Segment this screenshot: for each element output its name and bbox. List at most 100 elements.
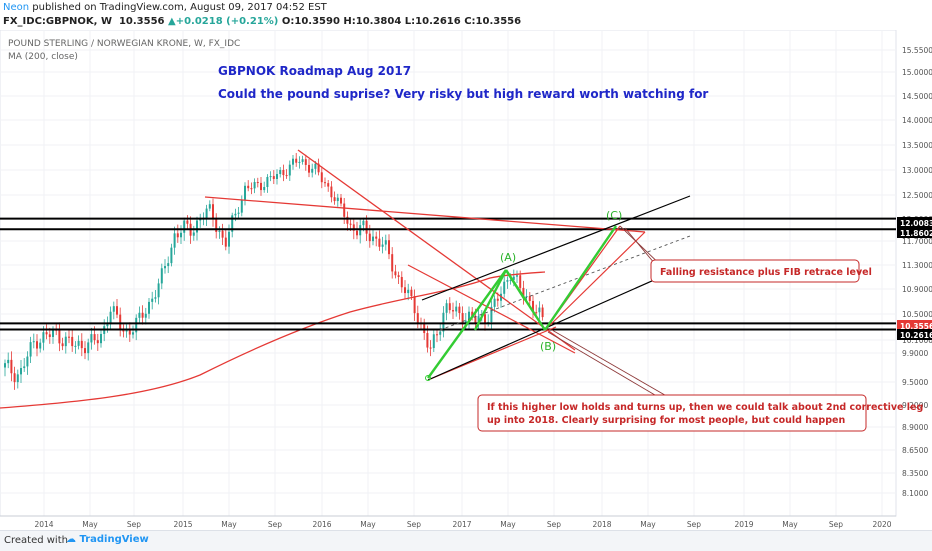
callout-corrective-line2: up into 2018. Clearly surprising for mos… bbox=[487, 415, 845, 426]
candle-body bbox=[506, 280, 508, 282]
candle-body bbox=[401, 277, 403, 287]
x-tick-label: May bbox=[82, 520, 98, 529]
candle-body bbox=[282, 170, 284, 175]
candle-body bbox=[94, 334, 96, 340]
candle-body bbox=[452, 310, 454, 311]
candle-body bbox=[324, 182, 326, 183]
candle-body bbox=[78, 341, 80, 346]
candle-body bbox=[295, 159, 297, 163]
candle-body bbox=[71, 337, 73, 346]
y-tick-label: 13.5000 bbox=[902, 141, 932, 150]
price-label: 10.2616 bbox=[897, 329, 932, 340]
x-tick-label: 2020 bbox=[872, 520, 891, 529]
wave-label-b: (B) bbox=[540, 340, 556, 353]
callout-fib-text: Falling resistance plus FIB retrace leve… bbox=[660, 267, 872, 278]
low-value: L:10.2616 bbox=[405, 16, 461, 27]
candle-body bbox=[97, 340, 99, 343]
instrument-legend: POUND STERLING / NORWEGIAN KRONE, W, FX_… bbox=[8, 39, 240, 49]
candle-body bbox=[167, 263, 169, 266]
candle-body bbox=[535, 312, 537, 313]
candle-body bbox=[529, 296, 531, 301]
candle-body bbox=[542, 308, 544, 318]
candle-body bbox=[289, 165, 291, 176]
callout-fib[interactable]: Falling resistance plus FIB retrace leve… bbox=[651, 260, 872, 282]
candle-body bbox=[74, 346, 76, 347]
candle-body bbox=[378, 239, 380, 247]
candle-body bbox=[62, 343, 64, 346]
candle-body bbox=[305, 159, 307, 165]
candle-body bbox=[257, 182, 259, 183]
candle-body bbox=[516, 275, 518, 276]
candle-body bbox=[417, 313, 419, 323]
candle-body bbox=[273, 176, 275, 179]
candle-body bbox=[129, 330, 131, 335]
publish-header: Neon published on TradingView.com, Augus… bbox=[0, 0, 932, 30]
tradingview-logo[interactable]: ☁ TradingView bbox=[66, 534, 149, 545]
y-tick-label: 8.3500 bbox=[902, 469, 928, 478]
x-tick-label: May bbox=[221, 520, 237, 529]
candle-body bbox=[39, 343, 41, 349]
x-tick-label: May bbox=[640, 520, 656, 529]
x-tick-label: Sep bbox=[829, 520, 843, 529]
change-value: +0.0218 (+0.21%) bbox=[176, 16, 279, 27]
candle-body bbox=[497, 299, 499, 301]
candle-body bbox=[17, 374, 19, 382]
candle-body bbox=[110, 312, 112, 324]
callout-corrective[interactable]: If this higher low holds and turns up, t… bbox=[478, 395, 923, 431]
candle-body bbox=[148, 302, 150, 314]
candle-body bbox=[7, 360, 9, 363]
candle-body bbox=[209, 204, 211, 208]
candle-body bbox=[414, 296, 416, 313]
price-chart[interactable]: 15.5500 15.0000 14.5000 14.0000 13.5000 13.00… bbox=[0, 30, 932, 530]
x-tick-label: Sep bbox=[547, 520, 561, 529]
candle-body bbox=[254, 182, 256, 188]
candle-body bbox=[385, 240, 387, 244]
chart-area[interactable]: 15.5500 15.0000 14.5000 14.0000 13.5000 13.00… bbox=[0, 30, 932, 530]
candle-body bbox=[4, 363, 6, 367]
candle-body bbox=[180, 233, 182, 237]
publish-text: published on TradingView.com, August 09,… bbox=[32, 2, 327, 13]
high-value: H:10.3804 bbox=[343, 16, 401, 27]
candle-body bbox=[30, 342, 32, 356]
price-label: 11.8602 bbox=[897, 227, 932, 238]
candle-body bbox=[519, 275, 521, 288]
y-tick-label: 9.5000 bbox=[902, 378, 928, 387]
candle-body bbox=[161, 268, 163, 283]
candle-body bbox=[116, 306, 118, 314]
candle-body bbox=[228, 232, 230, 247]
candle-body bbox=[90, 334, 92, 342]
candle-body bbox=[206, 209, 208, 218]
candle-body bbox=[334, 197, 336, 201]
candle-body bbox=[270, 176, 272, 177]
x-tick-label: 2014 bbox=[34, 520, 53, 529]
candle-body bbox=[151, 299, 153, 302]
y-tick-label: 8.9000 bbox=[902, 423, 928, 432]
price-label-text: 12.0083 bbox=[900, 219, 932, 228]
candle-body bbox=[343, 204, 345, 217]
author-link[interactable]: Neon bbox=[3, 2, 29, 13]
y-tick-label: 14.5000 bbox=[902, 92, 932, 101]
last-price: 10.3556 bbox=[119, 16, 165, 27]
candle-body bbox=[81, 341, 83, 348]
candle-body bbox=[388, 240, 390, 254]
candle-body bbox=[369, 234, 371, 241]
candle-body bbox=[68, 337, 70, 338]
candle-body bbox=[164, 266, 166, 268]
y-tick-label: 15.0000 bbox=[902, 68, 932, 77]
candle-body bbox=[302, 159, 304, 162]
candle-body bbox=[218, 231, 220, 232]
y-tick-label: 13.0000 bbox=[902, 166, 932, 175]
candle-body bbox=[222, 231, 224, 238]
candle-body bbox=[266, 177, 268, 187]
candle-body bbox=[298, 162, 300, 163]
candle-body bbox=[87, 342, 89, 353]
x-tick-label: 2015 bbox=[173, 520, 192, 529]
candle-body bbox=[247, 186, 249, 188]
candle-body bbox=[308, 165, 310, 173]
close-value: C:10.3556 bbox=[464, 16, 521, 27]
candle-body bbox=[138, 313, 140, 318]
y-axis: 15.5500 15.0000 14.5000 14.0000 13.5000 13.00… bbox=[897, 46, 932, 498]
candle-body bbox=[100, 334, 102, 343]
candle-body bbox=[398, 275, 400, 277]
candle-body bbox=[350, 224, 352, 225]
